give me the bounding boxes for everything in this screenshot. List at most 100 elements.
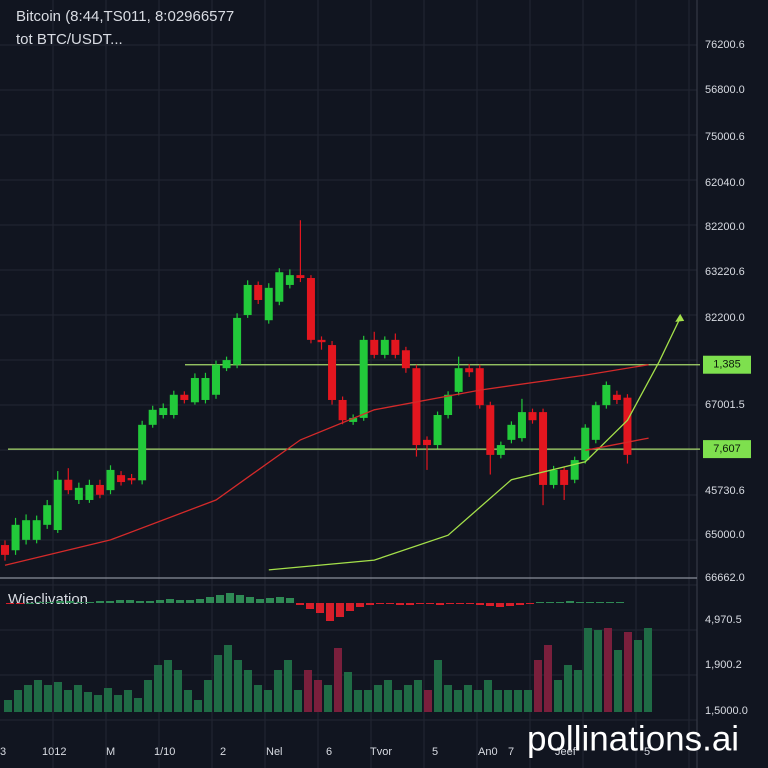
y-axis-label: 63220.6 <box>705 266 745 278</box>
candle-body <box>180 395 188 400</box>
volume-bar <box>214 655 222 712</box>
volume-bar <box>464 685 472 712</box>
candle-body <box>307 278 315 340</box>
indicator-bar <box>26 603 34 604</box>
candle-body <box>75 488 83 500</box>
volume-bar <box>64 690 72 712</box>
y-axis-label: 75000.6 <box>705 131 745 143</box>
indicator-bar <box>16 603 24 604</box>
volume-bar <box>204 680 212 712</box>
candle-body <box>486 405 494 455</box>
indicator-bar <box>376 603 384 604</box>
indicator-bar <box>186 600 194 603</box>
x-axis-label: 6 <box>326 746 332 758</box>
indicator-bar <box>446 603 454 604</box>
volume-bar <box>134 698 142 712</box>
indicator-bar <box>266 598 274 603</box>
volume-bar <box>154 665 162 712</box>
candle-body <box>275 272 283 301</box>
x-axis-label: Nel <box>266 746 283 758</box>
indicator-bar <box>436 603 444 605</box>
indicator-bar <box>236 595 244 603</box>
indicator-bar <box>276 597 284 603</box>
x-axis-label: M <box>106 746 115 758</box>
level-label: 1,385 <box>713 359 741 371</box>
indicator-bar <box>316 603 324 613</box>
volume-bar <box>514 690 522 712</box>
volume-bar <box>224 645 232 712</box>
chart-subtitle: tot BTC/USDT... <box>16 31 123 48</box>
volume-bar <box>624 632 632 712</box>
volume-bar <box>194 700 202 712</box>
volume-bar <box>314 680 322 712</box>
indicator-bar <box>346 603 354 611</box>
volume-bar <box>644 628 652 712</box>
volume-bar <box>454 690 462 712</box>
candle-body <box>54 480 62 530</box>
candle-body <box>423 440 431 445</box>
candle-body <box>613 395 621 400</box>
indicator-bar <box>366 603 374 605</box>
indicator-bar <box>106 601 114 603</box>
volume-bar <box>244 670 252 712</box>
candle-body <box>465 368 473 372</box>
x-axis-label: An0 <box>478 746 498 758</box>
indicator-bar <box>396 603 404 605</box>
volume-bar <box>304 670 312 712</box>
y-axis-label: 76200.6 <box>705 39 745 51</box>
indicator-bar <box>556 602 564 603</box>
indicator-bar <box>286 598 294 603</box>
x-axis-label: 1012 <box>42 746 66 758</box>
volume-axis-label: 1,900.2 <box>705 659 742 671</box>
x-axis-label: 3 <box>0 746 6 758</box>
candle-body <box>360 340 368 418</box>
candle-body <box>497 445 505 455</box>
candle-body <box>254 285 262 300</box>
candle-body <box>159 408 167 415</box>
candle-body <box>476 368 484 405</box>
volume-bar <box>114 695 122 712</box>
candle-body <box>1 545 9 555</box>
volume-bar <box>414 680 422 712</box>
candle-body <box>85 485 93 500</box>
candle-body <box>370 340 378 355</box>
candle-body <box>455 368 463 392</box>
volume-bar <box>444 685 452 712</box>
y-axis-label: 67001.5 <box>705 399 745 411</box>
indicator-bar <box>486 603 494 606</box>
volume-axis-label: 4,970.5 <box>705 614 742 626</box>
candle-body <box>138 425 146 480</box>
candle-body <box>223 360 231 368</box>
volume-bar <box>484 680 492 712</box>
volume-bar <box>504 690 512 712</box>
indicator-label: Wieclivation <box>8 591 88 608</box>
indicator-bar <box>456 603 464 604</box>
candle-body <box>434 415 442 445</box>
volume-bar <box>614 650 622 712</box>
volume-bar <box>434 660 442 712</box>
volume-bar <box>34 680 42 712</box>
volume-bar <box>74 685 82 712</box>
x-axis-label: 2 <box>220 746 226 758</box>
x-axis-label: Tvor <box>370 746 392 758</box>
candle-body <box>244 285 252 315</box>
indicator-bar <box>496 603 504 607</box>
x-axis-label: 1/10 <box>154 746 175 758</box>
volume-bar <box>324 685 332 712</box>
volume-bar <box>254 685 262 712</box>
y-axis-label: 82200.0 <box>705 312 745 324</box>
volume-bar <box>284 660 292 712</box>
candle-body <box>128 478 136 480</box>
y-axis-label: 45730.6 <box>705 485 745 497</box>
volume-bar <box>544 645 552 712</box>
indicator-bar <box>296 603 304 605</box>
indicator-bar <box>196 599 204 603</box>
y-axis-label: 62040.0 <box>705 177 745 189</box>
indicator-bar <box>426 603 434 604</box>
chart-title: Bitcoin (8:44,TS011, 8:02966577 <box>16 8 234 25</box>
volume-bar <box>534 660 542 712</box>
candle-body <box>550 470 558 485</box>
candle-body <box>402 350 410 368</box>
